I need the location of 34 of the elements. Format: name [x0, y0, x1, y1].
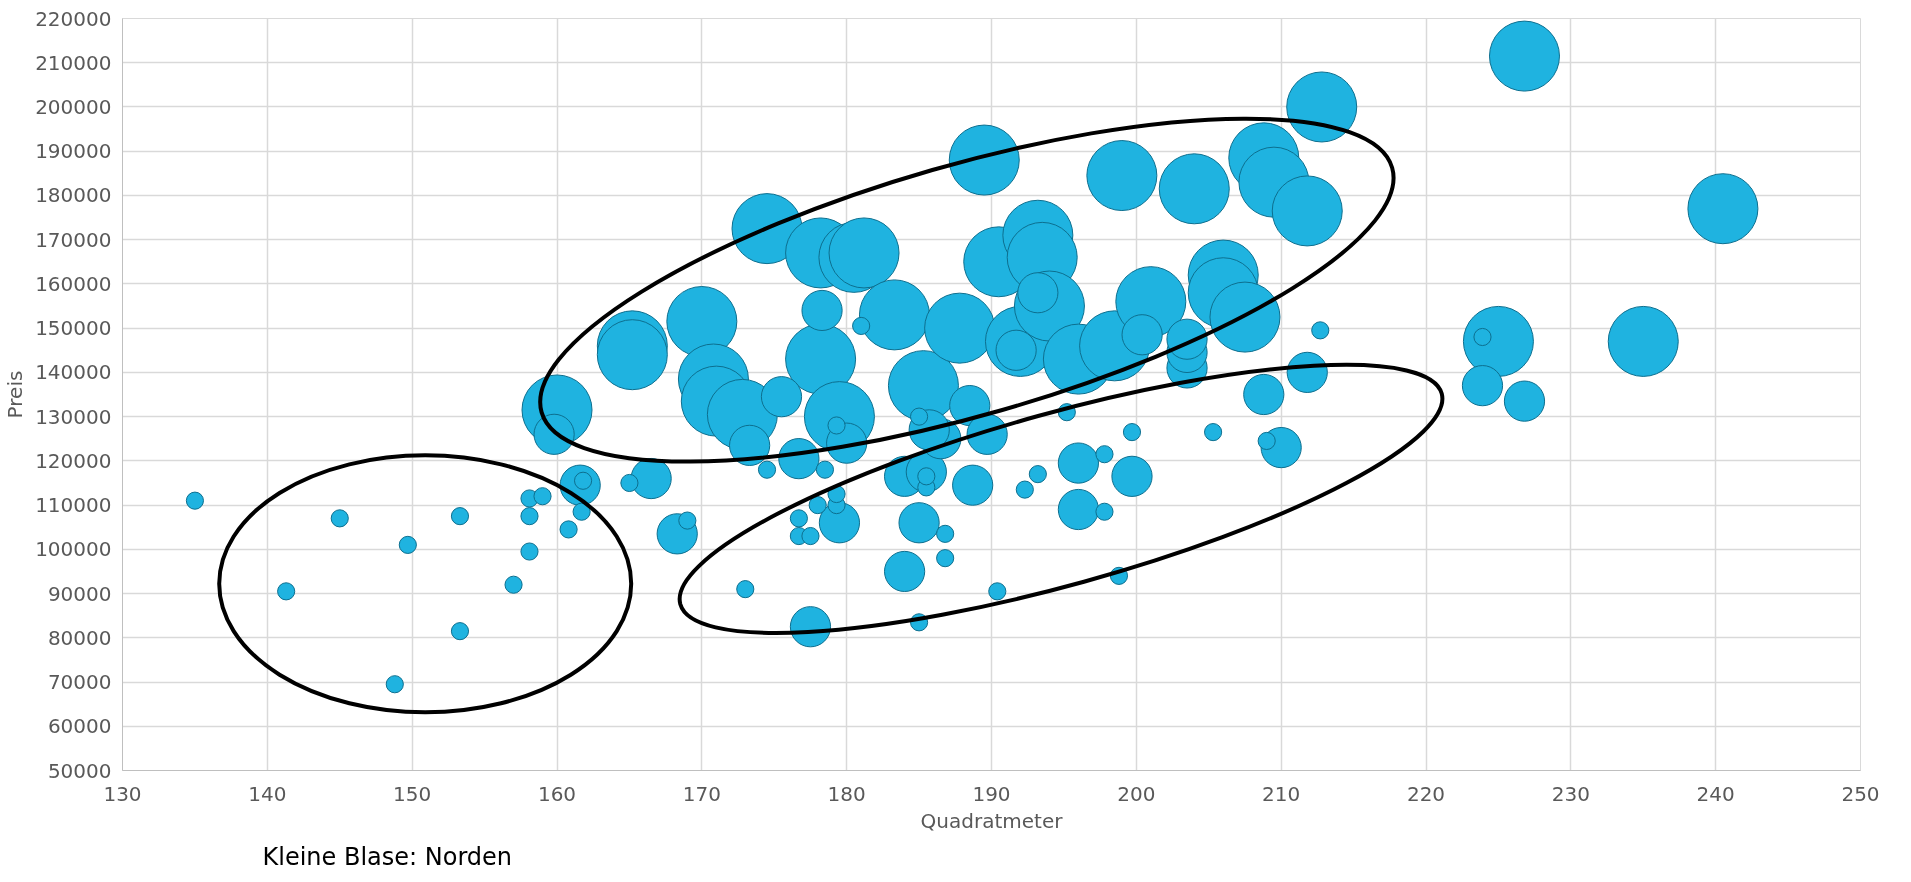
x-tick-label: 140: [248, 781, 287, 806]
y-tick-label: 180000: [35, 183, 112, 208]
x-tick-label: 190: [972, 781, 1011, 806]
y-tick-label: 130000: [35, 404, 112, 429]
x-tick-label: 220: [1406, 781, 1446, 806]
x-tick-label: 200: [1117, 781, 1156, 806]
y-tick-label: 200000: [35, 94, 112, 119]
y-tick-label: 160000: [35, 271, 112, 296]
y-tick-label: 110000: [35, 493, 112, 518]
x-tick-label: 160: [537, 781, 577, 806]
y-tick-label: 60000: [47, 714, 112, 739]
y-tick-label: 120000: [35, 448, 112, 473]
y-tick-label: 170000: [35, 227, 112, 252]
y-tick-label: 210000: [35, 50, 112, 75]
y-tick-label: 190000: [35, 139, 112, 164]
x-axis-title: Quadratmeter: [920, 808, 1064, 833]
x-tick-label: 150: [393, 781, 432, 806]
x-tick-label: 230: [1551, 781, 1590, 806]
y-tick-label: 220000: [35, 6, 112, 31]
y-axis-title: Preis: [3, 370, 28, 419]
y-tick-label: 100000: [35, 537, 112, 562]
x-tick-label: 170: [682, 781, 721, 806]
y-tick-label: 140000: [35, 360, 112, 385]
y-tick-label: 90000: [47, 581, 112, 606]
x-tick-label: 240: [1696, 781, 1735, 806]
x-tick-label: 130: [103, 781, 142, 806]
x-tick-label: 250: [1841, 781, 1880, 806]
y-tick-label: 50000: [47, 758, 112, 783]
y-tick-label: 80000: [47, 625, 112, 650]
text: Kleine Blase: Norden: [262, 842, 513, 871]
y-tick-label: 150000: [35, 316, 112, 341]
x-tick-label: 180: [827, 781, 866, 806]
x-tick-label: 210: [1262, 781, 1301, 806]
y-tick-label: 70000: [47, 670, 112, 695]
